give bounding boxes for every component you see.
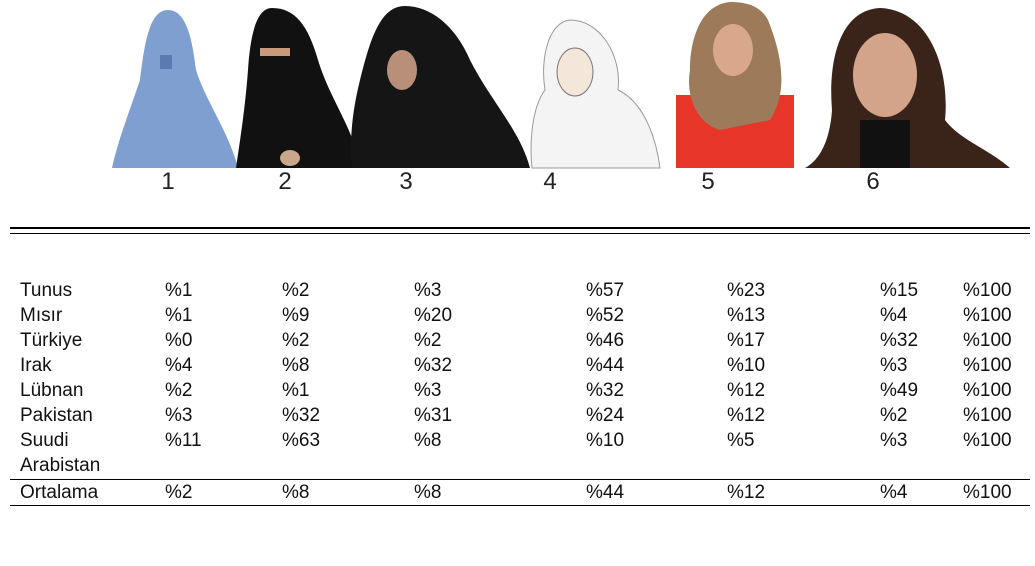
cell: %8: [414, 428, 586, 478]
table-row: Tunus %1%2%3%57%23%15%100: [20, 278, 1030, 303]
cell: %10: [727, 353, 880, 378]
row-label: Ortalama: [20, 480, 125, 505]
row-label: Türkiye: [20, 328, 125, 353]
table-row: Mısır %1%9%20%52%13%4%100: [20, 303, 1030, 328]
cell: %44: [586, 480, 727, 505]
cell: %52: [586, 303, 727, 328]
cell: %32: [414, 353, 586, 378]
cell: %12: [727, 378, 880, 403]
cell: %0: [165, 328, 282, 353]
rule: [10, 233, 1030, 234]
cell: %100: [963, 353, 1030, 378]
cell: %46: [586, 328, 727, 353]
cell: %3: [414, 378, 586, 403]
cell: %23: [727, 278, 880, 303]
cell: %8: [414, 480, 586, 505]
cell: %8: [282, 353, 414, 378]
cell: %9: [282, 303, 414, 328]
cell: %5: [727, 428, 880, 478]
cell: %100: [963, 328, 1030, 353]
cell: %11: [165, 428, 282, 478]
cell: %3: [880, 353, 963, 378]
cell: %100: [963, 480, 1030, 505]
figure-6: [805, 8, 1010, 168]
cell: %44: [586, 353, 727, 378]
table-row: Türkiye%0%2%2%46%17%32%100: [20, 328, 1030, 353]
cell: %3: [165, 403, 282, 428]
table-row: Lübnan %2%1%3%32%12%49%100: [20, 378, 1030, 403]
rule: [10, 227, 1030, 229]
figure-label: 5: [701, 168, 714, 196]
row-label: Suudi Arabistan: [20, 428, 125, 478]
cell: %100: [963, 378, 1030, 403]
cell: %12: [727, 403, 880, 428]
cell: %100: [963, 428, 1030, 478]
cell: %2: [880, 403, 963, 428]
cell: %4: [880, 480, 963, 505]
cell: %100: [963, 403, 1030, 428]
cell: %20: [414, 303, 586, 328]
table-row: Pakistan %3%32%31%24%12%2%100: [20, 403, 1030, 428]
illustrations: [0, 0, 1035, 170]
figure-1: [112, 10, 238, 168]
cell: %57: [586, 278, 727, 303]
cell: %10: [586, 428, 727, 478]
cell: %32: [282, 403, 414, 428]
cell: %100: [963, 278, 1030, 303]
figure-label: 2: [278, 168, 291, 196]
cell: %2: [282, 278, 414, 303]
cell: %17: [727, 328, 880, 353]
cell: %3: [414, 278, 586, 303]
table-footer-row: Ortalama%2%8%8%44%12%4%100: [10, 479, 1030, 506]
cell: %3: [880, 428, 963, 478]
cell: %2: [414, 328, 586, 353]
cell: %49: [880, 378, 963, 403]
cell: %2: [165, 378, 282, 403]
cell: %32: [880, 328, 963, 353]
cell: %2: [282, 328, 414, 353]
figure-4: [531, 20, 660, 168]
cell: %24: [586, 403, 727, 428]
cell: %13: [727, 303, 880, 328]
cell: %63: [282, 428, 414, 478]
row-label: Mısır: [20, 303, 125, 328]
cell: %4: [165, 353, 282, 378]
figure-label: 6: [866, 168, 879, 196]
figure-3: [351, 6, 530, 168]
cell: %8: [282, 480, 414, 505]
figure-2: [236, 8, 360, 168]
cell: %1: [282, 378, 414, 403]
cell: %4: [880, 303, 963, 328]
figure-label: 4: [543, 168, 556, 196]
cell: %12: [727, 480, 880, 505]
figure-5: [676, 2, 794, 168]
table-row: Irak %4%8%32%44%10%3%100: [20, 353, 1030, 378]
cell: %100: [963, 303, 1030, 328]
page: {"figures": {"labels": ["1", "2", "3", "…: [0, 0, 1035, 566]
cell: %2: [165, 480, 282, 505]
cell: %1: [165, 303, 282, 328]
cell: %32: [586, 378, 727, 403]
row-label: Pakistan: [20, 403, 125, 428]
row-label: Lübnan: [20, 378, 125, 403]
cell: %15: [880, 278, 963, 303]
figure-label: 3: [399, 168, 412, 196]
table-row: Suudi Arabistan %11%63%8%10%5%3%100: [20, 428, 1030, 478]
cell: %1: [165, 278, 282, 303]
figure-label: 1: [161, 168, 174, 196]
row-label: Irak: [20, 353, 125, 378]
row-label: Tunus: [20, 278, 125, 303]
cell: %31: [414, 403, 586, 428]
